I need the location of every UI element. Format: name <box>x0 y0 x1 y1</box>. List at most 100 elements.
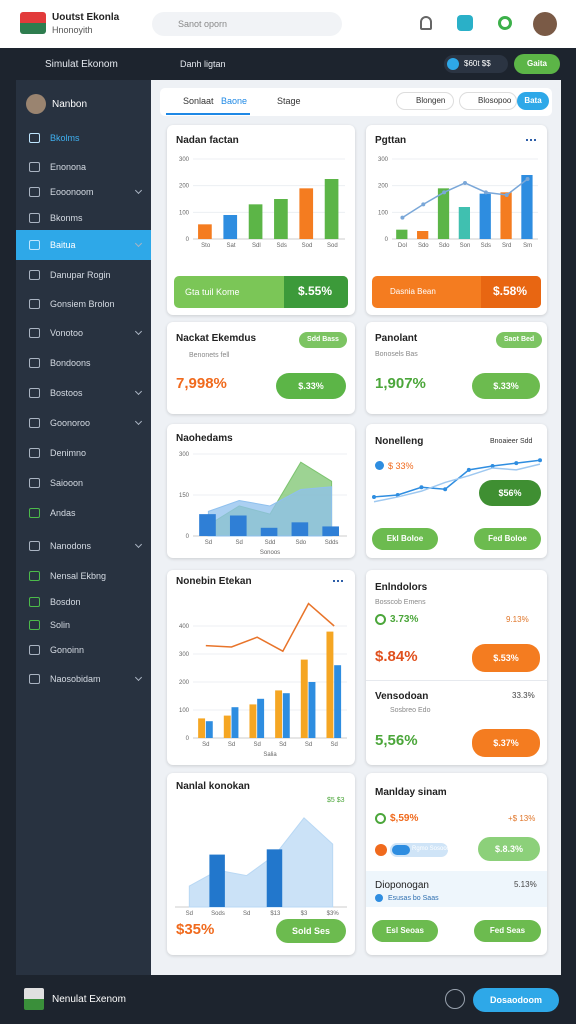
chevron <box>134 239 143 248</box>
filter[interactable] <box>459 92 517 110</box>
value-button[interactable]: $.53% <box>472 644 540 672</box>
nav-item[interactable]: Bkonms <box>16 206 151 230</box>
bar <box>275 690 283 738</box>
footer-icon[interactable] <box>445 989 465 1009</box>
action-button[interactable]: Fed Boloe <box>474 528 541 550</box>
action-button[interactable]: Ekl Boloe <box>372 528 438 550</box>
nav-item[interactable]: Denimno <box>16 441 151 465</box>
nav-item[interactable]: Danupar Rogin <box>16 263 151 287</box>
y-tick-label: 300 <box>179 452 190 458</box>
badge: Sdd Bass <box>299 332 347 348</box>
bar <box>223 215 238 239</box>
nav-item[interactable]: Eooonoom <box>16 180 151 204</box>
x-tick-label: Sds <box>276 243 286 249</box>
nav-label: Danupar Rogin <box>50 270 111 280</box>
tab[interactable]: Stage <box>277 96 301 106</box>
nav-label: Baitua <box>50 240 76 250</box>
nav-item[interactable]: Saiooon <box>16 471 151 495</box>
bell-icon[interactable] <box>420 16 432 30</box>
action-button[interactable]: Esl Seoas <box>372 920 438 942</box>
action-button[interactable]: Fed Seas <box>474 920 541 942</box>
app-icon[interactable] <box>457 15 473 31</box>
filter[interactable] <box>396 92 454 110</box>
nav-item[interactable]: Nensal Ekbng <box>16 564 151 588</box>
x-tick-label: Sd <box>228 742 235 748</box>
bar <box>334 665 342 738</box>
value-button[interactable]: $.33% <box>276 373 346 399</box>
bar <box>291 522 309 536</box>
search[interactable] <box>152 12 342 36</box>
nav-item[interactable]: Baitua <box>16 233 151 257</box>
marker <box>443 487 448 492</box>
y-tick-label: 200 <box>179 184 190 190</box>
nav-item[interactable]: Bkolms <box>16 126 151 150</box>
card: Nonebin Etekan 0 100 200 300 400 Sd Sd Sd Sd Sd Sd… <box>167 570 355 765</box>
nav-icon <box>29 133 40 143</box>
bar <box>248 204 263 239</box>
app-subtitle: Hnonoyith <box>52 25 93 35</box>
nav-label: Bostoos <box>50 388 83 398</box>
nav-item[interactable]: Goonoroo <box>16 411 151 435</box>
x-tick-label: Dol <box>398 243 407 249</box>
value-button[interactable]: $56% <box>479 480 541 506</box>
value-button[interactable]: Sold Ses <box>276 919 346 943</box>
tab-underline <box>166 113 250 115</box>
x-tick-label: Sd <box>236 540 243 546</box>
user-name: Nanbon <box>52 99 88 110</box>
value-button[interactable]: $.33% <box>472 373 540 399</box>
card-subtitle: Bosscob Emens <box>375 599 426 606</box>
stat-right: 5.13% <box>514 880 537 889</box>
nav-item[interactable]: Enonona <box>16 155 151 179</box>
bar <box>300 659 308 738</box>
card-title: Manlday sinam <box>375 787 447 798</box>
avatar[interactable] <box>533 12 557 36</box>
card-title: Pgttan <box>375 135 407 146</box>
big-value: 5,56% <box>375 732 418 749</box>
nav-icon <box>29 299 40 309</box>
chart: 0 150 300 Sd Sd Sdd Sdo Sdds Sonoos <box>179 452 347 556</box>
nav-item[interactable]: Vonotoo <box>16 321 151 345</box>
nav-item[interactable]: Bosdon <box>16 590 151 614</box>
card-subtitle: Benonets fell <box>189 352 230 359</box>
x-tick-label: Sd <box>243 911 250 917</box>
user-avatar <box>26 94 46 114</box>
bar <box>479 193 491 239</box>
dot <box>375 844 387 856</box>
balance-dot <box>447 58 459 70</box>
nav-icon <box>29 358 40 368</box>
nav-item[interactable]: Bostoos <box>16 381 151 405</box>
nav-label: Denimno <box>50 448 87 458</box>
tab[interactable]: Baone <box>221 96 248 106</box>
band <box>366 871 547 907</box>
footer-button[interactable]: Dosaodoom <box>473 988 559 1012</box>
menu-dots <box>333 580 343 582</box>
chat-icon[interactable] <box>498 16 512 30</box>
filter-text: Blosopoo <box>478 96 512 105</box>
x-tick-label: Sd <box>279 742 286 748</box>
nav-icon <box>29 508 40 518</box>
value-button[interactable]: $.37% <box>472 729 540 757</box>
card-title: Vensodoan <box>375 691 429 702</box>
card-subtitle: Sosbreo Edo <box>390 707 431 714</box>
page-title: Danh ligtan <box>180 59 226 69</box>
nav-item[interactable]: Gonsiem Brolon <box>16 292 151 316</box>
footer-title: Nenulat Exenom <box>52 994 126 1005</box>
y-tick-label: 100 <box>378 210 389 216</box>
x-tick-label: Sd <box>330 742 337 748</box>
nav-item[interactable]: Naosobidam <box>16 667 151 691</box>
line <box>205 602 335 653</box>
tab-button[interactable]: Bata <box>517 92 549 110</box>
nav-icon <box>29 674 40 684</box>
nav-icon <box>29 620 40 630</box>
card: Panolant Saot Bed Bonosels Bas 1,907% $.… <box>366 322 547 414</box>
value-button[interactable]: $.8.3% <box>478 837 540 861</box>
top-button[interactable]: Gaita <box>514 54 560 74</box>
nav-item[interactable]: Andas <box>16 501 151 525</box>
marker <box>525 177 530 181</box>
nav-item[interactable]: Gonoinn <box>16 638 151 662</box>
nav-item[interactable]: Solin <box>16 613 151 637</box>
nav-item[interactable]: Nanodons <box>16 534 151 558</box>
tab[interactable]: Sonlaat <box>183 96 214 106</box>
bar <box>282 693 290 738</box>
nav-item[interactable]: Bondoons <box>16 351 151 375</box>
